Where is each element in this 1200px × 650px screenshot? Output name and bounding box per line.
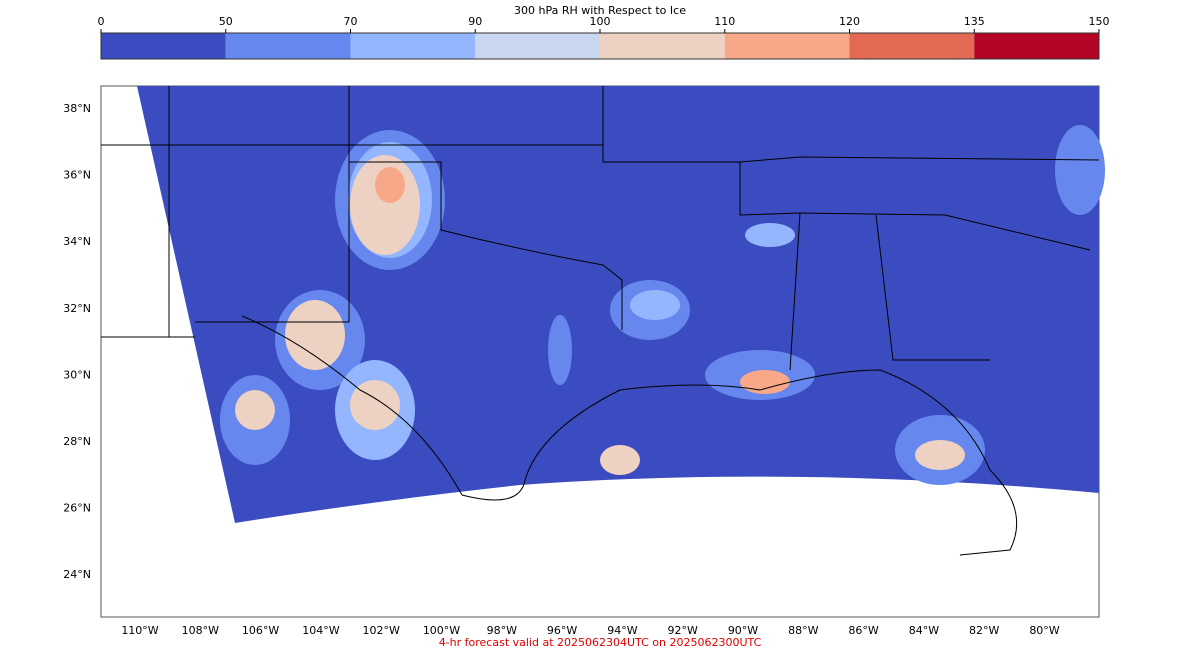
forecast-footer: 4-hr forecast valid at 2025062304UTC on … bbox=[439, 636, 762, 649]
map-panel bbox=[100, 85, 1105, 618]
colorbar-segment bbox=[475, 33, 600, 59]
colorbar-tick-label: 110 bbox=[714, 15, 735, 28]
colorbar-segment bbox=[600, 33, 725, 59]
lat-label: 26°N bbox=[63, 502, 91, 515]
colorbar-tick-label: 120 bbox=[839, 15, 860, 28]
lon-label: 94°W bbox=[607, 624, 637, 637]
lon-label: 106°W bbox=[242, 624, 279, 637]
lat-label: 38°N bbox=[63, 102, 91, 115]
colorbar-segment bbox=[101, 33, 226, 59]
lon-label: 104°W bbox=[302, 624, 339, 637]
boundaries bbox=[101, 86, 1100, 556]
lon-label: 100°W bbox=[423, 624, 460, 637]
lon-label: 98°W bbox=[487, 624, 517, 637]
colorbar-segment bbox=[225, 33, 351, 59]
colorbar-segment bbox=[350, 33, 476, 59]
map-axes: 38°N 36°N 34°N 32°N 30°N 28°N 26°N 24°N 110°W 108… bbox=[63, 102, 1060, 637]
lat-label: 28°N bbox=[63, 435, 91, 448]
colorbar-title: 300 hPa RH with Respect to Ice bbox=[514, 4, 686, 17]
lat-label: 34°N bbox=[63, 235, 91, 248]
colorbar-tick-label: 150 bbox=[1089, 15, 1110, 28]
colorbar-segment bbox=[849, 33, 975, 59]
lon-label: 86°W bbox=[848, 624, 878, 637]
lon-label: 108°W bbox=[182, 624, 219, 637]
colorbar-segment bbox=[724, 33, 850, 59]
colorbar: 0 50 70 90 100 110 120 135 150 bbox=[98, 15, 1110, 60]
lat-label: 30°N bbox=[63, 368, 91, 381]
moisture-field bbox=[220, 125, 1105, 485]
lon-label: 110°W bbox=[121, 624, 158, 637]
lat-label: 36°N bbox=[63, 169, 91, 182]
colorbar-tick-label: 90 bbox=[468, 15, 482, 28]
colorbar-tick-label: 100 bbox=[590, 15, 611, 28]
colorbar-segment bbox=[974, 33, 1099, 59]
colorbar-tick-label: 135 bbox=[964, 15, 985, 28]
lat-label: 32°N bbox=[63, 302, 91, 315]
lon-label: 88°W bbox=[788, 624, 818, 637]
lon-label: 82°W bbox=[969, 624, 999, 637]
lon-label: 90°W bbox=[728, 624, 758, 637]
colorbar-tick-label: 0 bbox=[98, 15, 105, 28]
lon-label: 92°W bbox=[668, 624, 698, 637]
lat-label: 24°N bbox=[63, 568, 91, 581]
colorbar-tick-label: 70 bbox=[344, 15, 358, 28]
lon-label: 80°W bbox=[1029, 624, 1059, 637]
lon-label: 96°W bbox=[547, 624, 577, 637]
lon-label: 102°W bbox=[363, 624, 400, 637]
lon-label: 84°W bbox=[909, 624, 939, 637]
colorbar-tick-label: 50 bbox=[219, 15, 233, 28]
